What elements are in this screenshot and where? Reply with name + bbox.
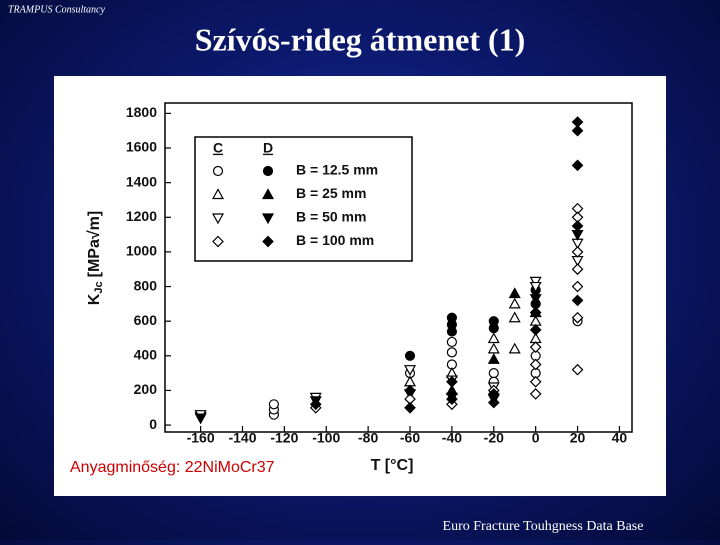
- data-point: [487, 388, 500, 400]
- data-point: [529, 341, 542, 354]
- x-axis-label: T [°C]: [371, 457, 414, 474]
- data-point: [529, 323, 542, 336]
- legend-marker: [211, 188, 225, 200]
- legend-marker: [262, 165, 274, 177]
- data-point: [487, 332, 500, 344]
- data-point: [446, 326, 458, 337]
- y-axis-label: KJc [MPa√m]: [86, 211, 105, 305]
- legend-label: B = 100 mm: [296, 232, 374, 248]
- x-tick-label: -160: [187, 430, 215, 446]
- legend-marker: [212, 235, 224, 248]
- y-tick-label: 200: [134, 381, 158, 397]
- data-point: [404, 384, 416, 397]
- y-tick-label: 1400: [126, 173, 157, 189]
- legend-marker: [261, 213, 275, 225]
- data-point: [446, 336, 458, 348]
- data-point: [508, 297, 521, 309]
- x-tick-label: 20: [570, 430, 586, 446]
- y-tick-label: 400: [134, 347, 158, 363]
- data-point: [508, 342, 521, 354]
- legend-marker: [262, 235, 274, 248]
- data-point: [404, 401, 416, 414]
- data-point: [529, 388, 542, 400]
- x-tick-label: -80: [358, 430, 378, 446]
- data-point: [446, 393, 458, 405]
- data-point: [529, 294, 542, 305]
- x-tick-label: 40: [612, 430, 628, 446]
- legend-column-label: D: [263, 140, 273, 156]
- legend-box: [194, 136, 413, 262]
- y-tick-label: 600: [134, 312, 158, 328]
- data-point: [571, 159, 584, 172]
- legend-marker: [261, 188, 275, 200]
- footer: Euro Fracture Touhgness Data Base: [443, 519, 644, 534]
- data-point: [571, 124, 584, 137]
- data-point: [508, 287, 521, 299]
- data-point: [446, 347, 458, 358]
- legend-label: B = 25 mm: [296, 185, 366, 201]
- data-point: [508, 311, 521, 323]
- legend-marker: [211, 213, 225, 225]
- data-point: [529, 358, 542, 371]
- x-tick-label: -140: [228, 430, 256, 446]
- legend-column-label: C: [213, 140, 223, 156]
- data-point: [309, 398, 322, 411]
- data-point: [571, 294, 584, 307]
- x-tick-label: 0: [532, 430, 540, 446]
- y-axis-label-part: [MPa√m]: [86, 211, 103, 278]
- data-point: [571, 220, 584, 232]
- y-tick-label: 1600: [126, 139, 157, 155]
- data-point: [268, 399, 279, 410]
- legend-marker: [212, 165, 224, 177]
- data-point: [529, 375, 542, 388]
- x-tick-label: -20: [484, 430, 504, 446]
- x-tick-label: -40: [442, 430, 462, 446]
- x-tick-label: -60: [400, 430, 420, 446]
- data-point: [529, 281, 542, 293]
- data-point: [529, 276, 542, 288]
- y-tick-label: 1000: [126, 243, 157, 259]
- data-point: [571, 363, 584, 376]
- data-point: [571, 280, 584, 293]
- data-point: [446, 375, 458, 388]
- data-point: [571, 246, 584, 258]
- y-tick-label: 1800: [126, 104, 157, 120]
- y-axis-label-part: Jc: [93, 281, 105, 293]
- data-point: [404, 350, 416, 361]
- legend-label: B = 50 mm: [296, 209, 366, 225]
- y-tick-label: 800: [134, 277, 158, 293]
- plot-frame: [164, 102, 633, 433]
- y-tick-label: 1200: [126, 208, 157, 224]
- x-tick-label: -100: [312, 430, 340, 446]
- data-point: [487, 353, 500, 364]
- data-point: [487, 342, 500, 354]
- data-point: [571, 311, 584, 324]
- legend-label: B = 12.5 mm: [296, 162, 378, 178]
- slide-title: Szívós-rideg átmenet (1): [195, 21, 526, 57]
- data-point: [403, 365, 417, 376]
- y-axis-label-part: K: [86, 293, 103, 305]
- data-point: [571, 263, 584, 276]
- data-point: [488, 368, 499, 379]
- x-tick-label: -120: [270, 430, 298, 446]
- data-point: [488, 323, 499, 334]
- data-point: [487, 396, 500, 409]
- data-point: [529, 306, 542, 319]
- company: TRAMPUS Consultancy: [8, 4, 105, 15]
- annotation: Anyagminőség: 22NiMoCr37: [70, 459, 275, 476]
- y-tick-label: 0: [149, 416, 157, 432]
- data-point: [194, 413, 207, 425]
